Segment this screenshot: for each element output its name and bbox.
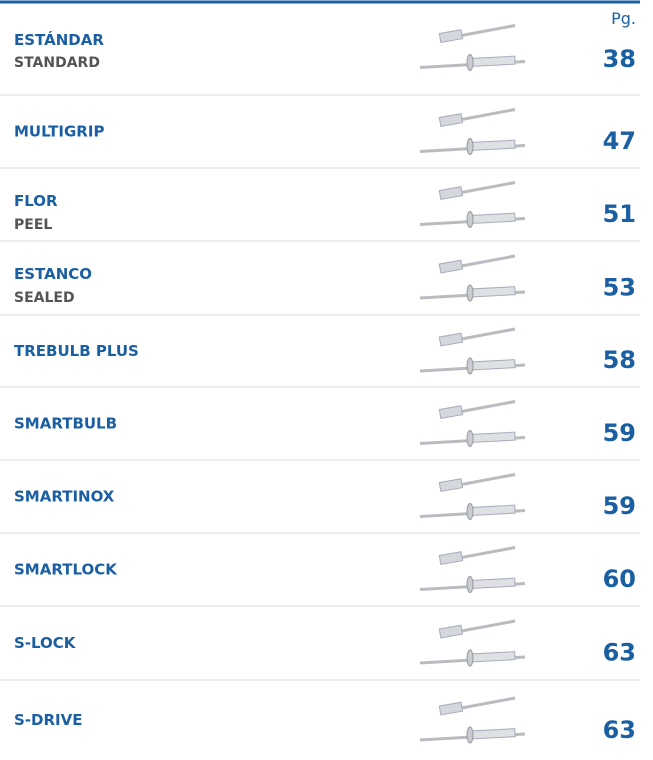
- rivet-head: [467, 139, 473, 155]
- page-number: 51: [603, 200, 636, 228]
- page-number: 53: [603, 273, 636, 301]
- rivet-body: [470, 287, 515, 297]
- page-number: 63: [603, 638, 636, 666]
- page-number: 58: [603, 346, 636, 374]
- row-subtitle: SEALED: [14, 290, 75, 306]
- page-number: 59: [603, 492, 636, 520]
- rivet-body: [470, 578, 515, 588]
- rivet-head: [467, 55, 473, 71]
- rivet-head: [467, 504, 473, 520]
- rivet-body: [470, 360, 515, 370]
- rivet-head: [467, 650, 473, 666]
- row-title: SMARTLOCK: [14, 561, 118, 579]
- rivet-body: [470, 56, 515, 66]
- rivet-body: [470, 652, 515, 662]
- rivet-body: [470, 729, 515, 739]
- page-number: 63: [603, 716, 636, 744]
- row-title: SMARTBULB: [14, 415, 117, 433]
- rivet-body: [470, 432, 515, 442]
- page-label: Pg.: [611, 9, 636, 28]
- row-title: SMARTINOX: [14, 488, 115, 506]
- rivet-body: [470, 213, 515, 223]
- row-title: S-DRIVE: [14, 711, 82, 729]
- row-title: ESTÁNDAR: [14, 30, 104, 49]
- rivet-head: [467, 358, 473, 374]
- rivet-body: [470, 140, 515, 150]
- rivet-head: [467, 577, 473, 593]
- page-number: 60: [603, 565, 636, 593]
- index-page: Pg. ESTÁNDAR STANDARD 38 MULTIGRIP 47 FLOR PEE…: [0, 0, 653, 760]
- row-subtitle: STANDARD: [14, 55, 100, 71]
- row-title: TREBULB PLUS: [14, 342, 139, 360]
- row-title: MULTIGRIP: [14, 123, 104, 141]
- page-number: 38: [603, 45, 636, 73]
- rivet-head: [467, 431, 473, 447]
- rivet-head: [467, 285, 473, 301]
- page-number: 47: [603, 127, 636, 155]
- row-title: ESTANCO: [14, 265, 92, 283]
- rivet-head: [467, 212, 473, 228]
- rivet-head: [467, 727, 473, 743]
- rivet-body: [470, 505, 515, 515]
- row-title: S-LOCK: [14, 634, 77, 652]
- row-title: FLOR: [14, 192, 58, 210]
- background: [0, 0, 653, 760]
- page-number: 59: [603, 419, 636, 447]
- row-subtitle: PEEL: [14, 217, 52, 233]
